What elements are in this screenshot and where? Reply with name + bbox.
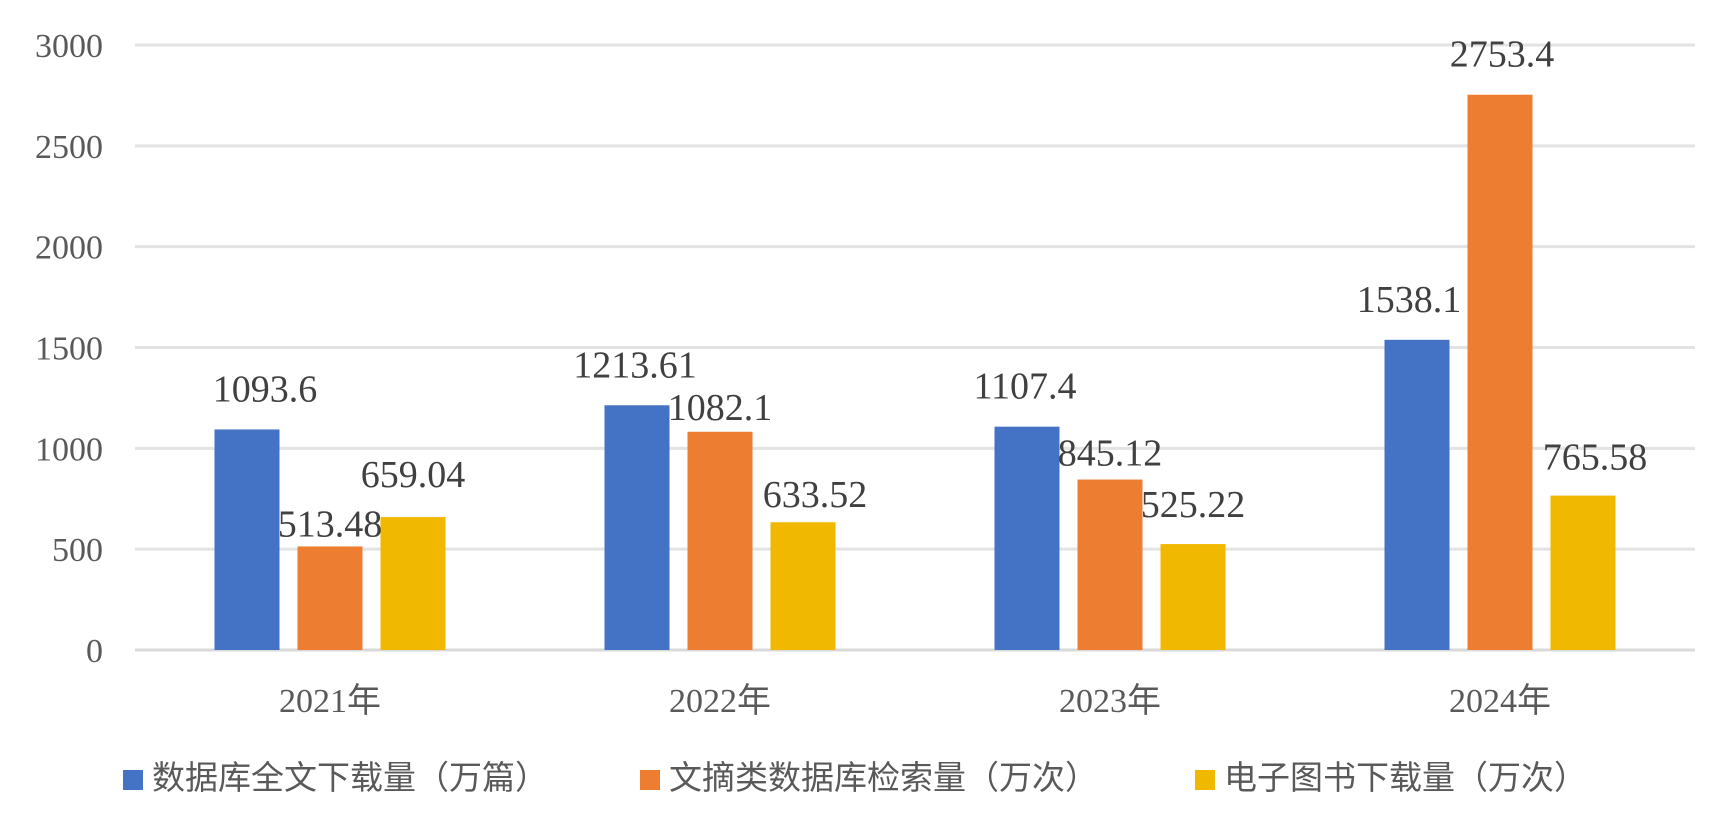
bar <box>1467 94 1533 650</box>
data-label: 2753.4 <box>1450 34 1555 76</box>
data-label: 1213.61 <box>573 344 697 386</box>
bar <box>687 431 753 650</box>
data-label: 1107.4 <box>973 366 1076 408</box>
legend-label: 电子图书下载量（万次） <box>1224 758 1587 797</box>
bar <box>214 429 280 650</box>
bar <box>994 426 1060 650</box>
legend-swatch <box>640 770 660 790</box>
data-label: 845.12 <box>1058 433 1163 475</box>
data-label: 1082.1 <box>668 387 773 429</box>
data-label: 525.22 <box>1141 484 1246 526</box>
legend-swatch <box>1195 770 1215 790</box>
y-tick-label: 500 <box>52 532 103 569</box>
x-category-label: 2024年 <box>1449 682 1551 720</box>
legend-label: 文摘类数据库检索量（万次） <box>669 758 1098 797</box>
bar <box>1160 544 1226 650</box>
bar <box>1550 495 1616 650</box>
legend-label: 数据库全文下载量（万篇） <box>152 758 548 797</box>
bar <box>380 517 446 650</box>
y-axis-ticks: 0 500 1000 1500 2000 2500 3000 <box>35 28 103 670</box>
y-tick-label: 1000 <box>35 431 103 468</box>
x-category-label: 2022年 <box>669 682 771 720</box>
data-label: 659.04 <box>361 454 466 496</box>
data-label: 513.48 <box>278 503 383 545</box>
gridlines <box>135 43 1695 652</box>
data-label: 1538.1 <box>1357 279 1462 321</box>
bar <box>604 405 670 650</box>
bar <box>1384 339 1450 650</box>
data-label: 765.58 <box>1543 437 1648 479</box>
bar <box>770 522 836 650</box>
y-tick-label: 1500 <box>35 331 103 368</box>
x-category-label: 2023年 <box>1059 682 1161 720</box>
bar <box>1077 479 1143 650</box>
data-label: 1093.6 <box>213 368 318 410</box>
y-tick-label: 0 <box>86 633 103 670</box>
x-category-label: 2021年 <box>279 682 381 720</box>
y-tick-label: 3000 <box>35 28 103 65</box>
legend-swatch <box>123 770 143 790</box>
bar <box>297 546 363 650</box>
bars <box>214 94 1616 650</box>
legend: 数据库全文下载量（万篇） 文摘类数据库检索量（万次） 电子图书下载量（万次） <box>123 758 1587 797</box>
x-axis-categories: 2021年 2022年 2023年 2024年 <box>279 682 1551 720</box>
y-tick-label: 2000 <box>35 230 103 267</box>
y-tick-label: 2500 <box>35 129 103 166</box>
data-label: 633.52 <box>763 474 868 516</box>
